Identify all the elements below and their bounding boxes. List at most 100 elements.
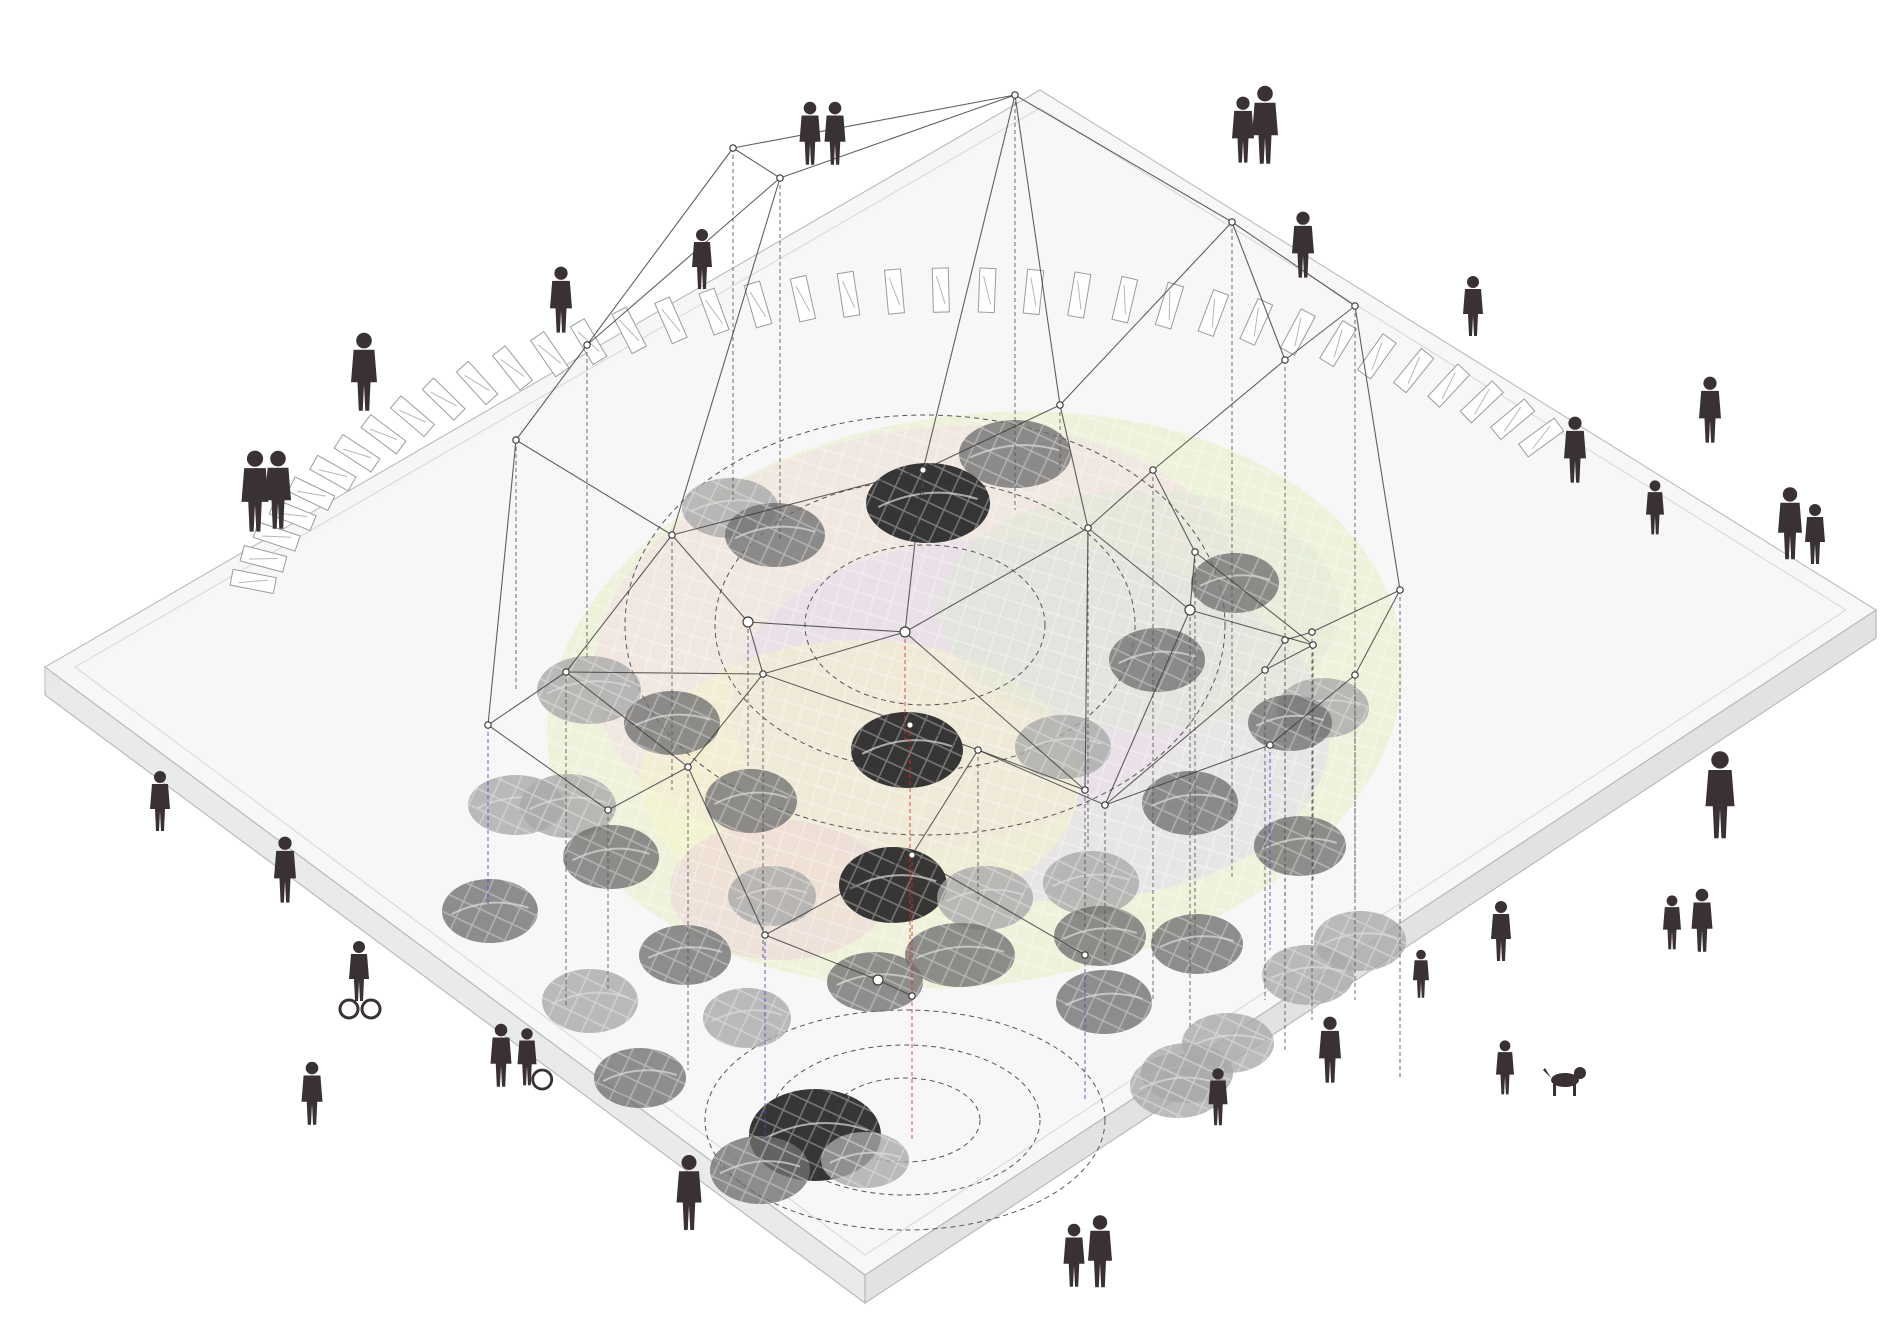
- parking-stall: [1392, 347, 1435, 394]
- network-edge: [671, 177, 781, 536]
- person-silhouette-icon: [1252, 85, 1278, 164]
- network-node-disc: [1130, 1054, 1226, 1118]
- parking-stall: [1239, 297, 1274, 346]
- person-silhouette-icon: [1491, 901, 1511, 961]
- parking-stall: [1154, 281, 1185, 330]
- network-edge: [586, 177, 781, 346]
- network-lines: [484, 91, 1404, 1000]
- network-node: [1084, 524, 1092, 532]
- network-edge: [565, 671, 689, 768]
- network-edge: [487, 671, 567, 726]
- person-silhouette-icon: [1232, 96, 1254, 163]
- network-node: [1101, 801, 1109, 809]
- network-node: [668, 531, 676, 539]
- parking-stall: [977, 267, 997, 314]
- network-node: [1191, 548, 1199, 556]
- network-node: [1081, 951, 1089, 959]
- network-edge: [586, 147, 734, 346]
- parking-stall: [1459, 380, 1504, 424]
- network-node: [872, 974, 884, 986]
- parking-stall: [287, 476, 336, 512]
- person-silhouette-icon: [1663, 895, 1681, 950]
- network-node: [1281, 636, 1289, 644]
- network-edge: [764, 854, 913, 936]
- network-edge: [687, 673, 764, 768]
- parking-stall: [1427, 363, 1471, 408]
- network-edge: [922, 404, 1061, 471]
- person-silhouette-icon: [490, 1023, 512, 1087]
- network-node: [1281, 356, 1289, 364]
- network-node: [919, 466, 927, 474]
- network-node: [684, 763, 692, 771]
- person-silhouette-icon: [1564, 416, 1586, 483]
- network-node: [899, 626, 911, 638]
- network-edge: [565, 671, 764, 675]
- network-edge: [671, 534, 749, 623]
- network-node: [742, 616, 754, 628]
- network-node-disc: [703, 988, 791, 1048]
- person-silhouette-icon: [241, 450, 269, 532]
- network-node: [729, 144, 737, 152]
- parking-stall: [1319, 319, 1358, 368]
- parking-stall: [239, 544, 288, 573]
- network-node-disc: [866, 463, 990, 543]
- network-node-disc: [563, 825, 659, 889]
- slab-inner-border: [74, 107, 1847, 1256]
- parking-stall: [743, 280, 773, 329]
- network-node: [1261, 666, 1269, 674]
- network-node: [1011, 91, 1019, 99]
- network-edge: [977, 749, 1086, 791]
- network-node: [908, 851, 916, 859]
- network-node: [906, 721, 914, 729]
- parking-stall: [529, 330, 570, 378]
- network-edge: [877, 979, 913, 997]
- network-node-disc: [520, 774, 616, 838]
- network-node: [1184, 604, 1196, 616]
- network-edge: [1087, 469, 1154, 529]
- network-edge: [1014, 94, 1061, 406]
- network-edge: [1269, 674, 1356, 746]
- person-silhouette-icon: [1463, 276, 1483, 336]
- network-edge: [1354, 589, 1401, 676]
- network-edge: [977, 749, 1106, 806]
- network-node-disc: [821, 1132, 909, 1188]
- parking-stall: [836, 270, 861, 318]
- parking-stall: [1067, 271, 1092, 319]
- person-silhouette-icon: [676, 1155, 702, 1230]
- network-edge: [1084, 527, 1089, 791]
- person-silhouette-icon: [1705, 751, 1735, 839]
- parking-stall: [1279, 308, 1316, 356]
- network-node-disc: [1254, 816, 1346, 876]
- network-edge: [764, 934, 879, 981]
- wheelchair-user-icon: [517, 1028, 554, 1091]
- network-node-disc: [1043, 851, 1139, 915]
- network-node-disc: [1262, 945, 1354, 1005]
- network-node-disc: [1054, 906, 1146, 966]
- network-node-disc: [1151, 914, 1243, 974]
- network-edge: [1231, 221, 1286, 361]
- network-edge: [747, 621, 906, 633]
- network-node: [1056, 401, 1064, 409]
- person-silhouette-icon: [550, 266, 572, 333]
- node-discs: [442, 420, 1406, 1204]
- network-node-disc: [1109, 628, 1205, 692]
- person-silhouette-icon: [824, 101, 846, 165]
- network-edge: [909, 724, 979, 751]
- person-silhouette-icon: [274, 836, 296, 903]
- network-edge: [487, 724, 609, 811]
- network-node-disc: [1056, 970, 1152, 1034]
- parking-stall: [333, 433, 381, 473]
- network-node-disc: [725, 503, 825, 567]
- network-node-disc: [905, 923, 1015, 987]
- person-silhouette-icon: [150, 771, 170, 831]
- network-edge: [565, 534, 673, 673]
- network-edge: [1264, 639, 1286, 671]
- network-node-disc: [937, 866, 1033, 930]
- person-silhouette-icon: [1691, 888, 1713, 952]
- network-edge: [779, 94, 1016, 179]
- network-node: [562, 668, 570, 676]
- network-edge: [687, 766, 766, 936]
- person-silhouette-icon: [1496, 1040, 1514, 1095]
- person-silhouette-icon: [301, 1061, 323, 1125]
